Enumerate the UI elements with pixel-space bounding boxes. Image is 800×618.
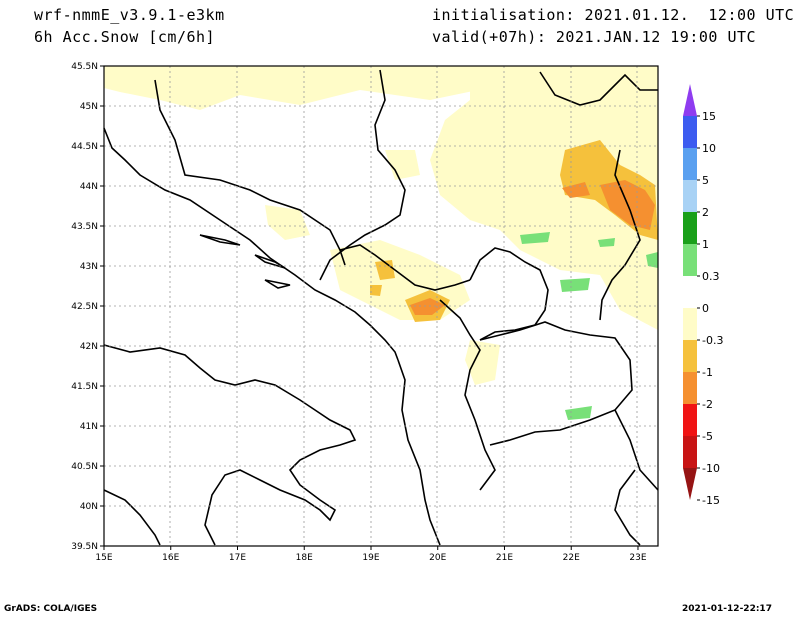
snow-light-patch-2 [465,340,500,385]
lat-label: 42N [80,342,98,352]
lat-label: 43N [80,262,98,272]
colorbar-label: -15 [702,494,720,507]
lon-label: 17E [229,553,246,563]
model-title: wrf-nmmE_v3.9.1-e3km [34,6,225,24]
colorbar-label: -1 [702,366,713,379]
colorbar-segment [683,148,697,180]
colorbar-arrow-top [683,84,697,116]
greece-coast [614,409,659,491]
macedonia-border [479,321,633,446]
colorbar-label: 0.3 [702,270,720,283]
lat-label: 39.5N [71,542,98,552]
lat-label: 43.5N [71,222,98,232]
colorbar-segment [683,180,697,212]
colorbar-segment [683,372,697,404]
colorbar-label: 2 [702,206,709,219]
snow-heavy-east-2 [562,182,590,198]
valid-time: valid(+07h): 2021.JAN.12 19:00 UTC [432,28,757,46]
snow-fields [104,66,658,420]
colorbar-label: -5 [702,430,713,443]
adriatic-coast [103,127,399,361]
latitude-axis: 45.5N 45N 44.5N 44N 43.5N 43N 42.5N 42N 41.5N 41N… [71,62,104,552]
footer-credit: GrADS: COLA/IGES [4,604,98,614]
lon-label: 15E [95,553,112,563]
colorbar-arrow-bottom [683,468,697,500]
snow-light-green-3 [520,232,550,244]
albania-border [397,359,441,546]
snow-moderate-patch-2 [370,285,382,296]
kosovo-border [469,247,549,341]
colorbar-label: 0 [702,302,709,315]
colorbar-segment [683,276,697,308]
colorbar-segment [683,244,697,276]
snow-light-green-5 [646,252,658,268]
lon-label: 19E [362,553,379,563]
lat-label: 40.5N [71,462,98,472]
colorbar-segment [683,404,697,436]
colorbar-segment [683,212,697,244]
snow-light-green-2 [565,406,592,420]
lat-label: 45.5N [71,62,98,72]
albania-east-border [439,299,496,491]
longitude-axis: 15E 16E 17E 18E 19E 20E 21E 22E 23E [95,546,647,563]
lat-label: 44.5N [71,142,98,152]
colorbar-label: 1 [702,238,709,251]
colorbar: 15 10 5 2 1 0.3 0 -0.3 -1 -2 -5 -10 -15 [683,84,723,507]
lat-label: 40N [80,502,98,512]
snow-light-green-4 [598,238,615,247]
footer-timestamp: 2021-01-12-22:17 [682,604,772,614]
coastlines-borders [103,69,659,546]
lat-label: 41N [80,422,98,432]
lat-label: 42.5N [71,302,98,312]
greece-inner [614,469,641,546]
lon-label: 18E [296,553,313,563]
snow-light-east [430,66,658,330]
serbia-bulgaria-border [539,71,658,106]
colorbar-label: -10 [702,462,720,475]
italy-inner-coast [103,489,161,546]
snow-light-patch-3 [385,150,420,180]
snow-light-patch-1 [265,205,310,240]
italy-coast [103,344,357,546]
serbia-east-border [599,149,641,321]
colorbar-label: 5 [702,174,709,187]
colorbar-label: 10 [702,142,716,155]
colorbar-segment [683,308,697,340]
colorbar-segment [683,116,697,148]
island-2 [254,254,286,269]
bosnia-border [319,69,406,281]
snow-light-north [104,66,480,110]
lon-label: 20E [429,553,446,563]
initialisation-time: initialisation: 2021.01.12. 12:00 UTC [432,6,795,24]
lon-label: 22E [563,553,580,563]
croatia-border [154,79,346,266]
lon-label: 21E [496,553,513,563]
colorbar-label: -0.3 [702,334,723,347]
colorbar-segment [683,436,697,468]
snow-light-green-1 [560,278,590,292]
montenegro-border [339,244,471,291]
snow-map: 45.5N 45N 44.5N 44N 43.5N 43N 42.5N 42N 41.5N 41N… [71,62,723,563]
island-1 [199,234,241,246]
lat-label: 45N [80,102,98,112]
snow-moderate-patch [375,260,395,280]
lat-label: 44N [80,182,98,192]
colorbar-label: -2 [702,398,713,411]
lat-label: 41.5N [71,382,98,392]
graticule [104,65,658,546]
variable-title: 6h Acc.Snow [cm/6h] [34,28,216,46]
island-3 [264,279,291,289]
colorbar-segment [683,340,697,372]
lon-label: 16E [162,553,179,563]
colorbar-label: 15 [702,110,716,123]
lon-label: 23E [629,553,646,563]
snow-heavy-central [410,298,445,315]
